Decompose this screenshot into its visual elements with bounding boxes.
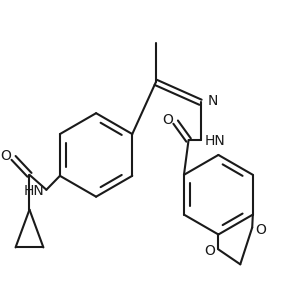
Text: O: O	[256, 222, 267, 237]
Text: O: O	[204, 244, 215, 258]
Text: HN: HN	[24, 184, 44, 198]
Text: O: O	[0, 149, 11, 163]
Text: HN: HN	[204, 134, 225, 148]
Text: N: N	[207, 94, 218, 108]
Text: O: O	[162, 113, 173, 127]
